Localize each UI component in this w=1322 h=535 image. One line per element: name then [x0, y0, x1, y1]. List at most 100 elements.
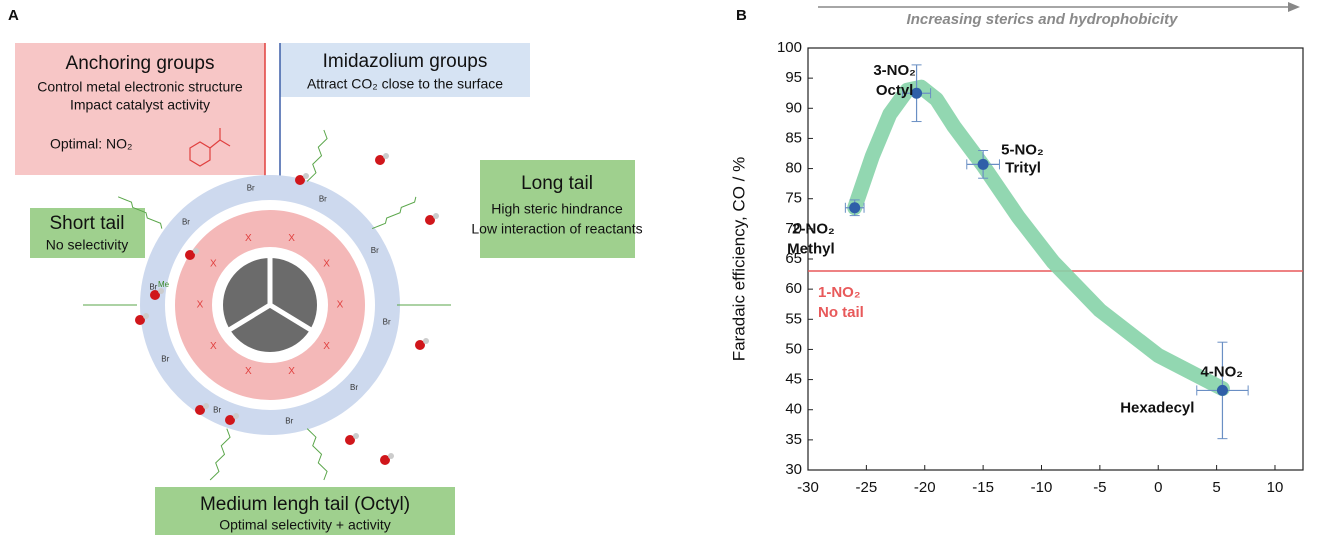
counterion-label: Br — [213, 406, 221, 415]
alkyl-tail — [371, 196, 417, 230]
water-molecule — [415, 340, 425, 350]
anchor-label: X — [197, 300, 204, 311]
anchor-label: X — [245, 366, 252, 377]
y-tick-label: 40 — [785, 401, 802, 418]
nanoparticle-diagram — [140, 175, 400, 435]
box-text: Impact catalyst activity — [70, 97, 210, 113]
water-h — [193, 248, 199, 254]
water-molecule — [380, 455, 390, 465]
water-h — [143, 313, 149, 319]
water-h — [383, 153, 389, 159]
point-label: 2-NO₂ — [792, 221, 835, 238]
water-h — [388, 453, 394, 459]
counterion-label: Br — [383, 318, 391, 327]
counterion-label: Br — [161, 354, 169, 363]
alkyl-tail — [306, 129, 328, 182]
box-text: Optimal: NO₂ — [50, 136, 132, 152]
reference-label: No tail — [818, 304, 864, 321]
alkyl-tail — [117, 196, 163, 229]
y-tick-label: 90 — [785, 99, 802, 116]
y-tick-label: 60 — [785, 280, 802, 297]
water-h — [433, 213, 439, 219]
data-point — [977, 158, 989, 170]
short-tail-box — [30, 208, 145, 258]
x-tick-label: -10 — [1031, 479, 1053, 496]
y-tick-label: 65 — [785, 250, 802, 267]
point-label: 4-NO₂ — [1200, 363, 1243, 380]
water-molecule — [150, 290, 160, 300]
x-tick-label: -5 — [1093, 479, 1106, 496]
y-tick-label: 75 — [785, 190, 802, 207]
box-title: Anchoring groups — [66, 53, 215, 74]
counterion-label: Br — [182, 217, 190, 226]
counterion-label: Br — [319, 195, 327, 204]
point-label: 5-NO₂ — [1001, 141, 1044, 158]
water-h — [353, 433, 359, 439]
x-tick-label: -25 — [856, 479, 878, 496]
medium-tail-box — [155, 487, 455, 535]
x-tick-label: -20 — [914, 479, 936, 496]
anchor-label: X — [245, 233, 252, 244]
box-title: Short tail — [50, 213, 125, 234]
box-text: Attract CO₂ close to the surface — [307, 76, 503, 92]
box-title: Medium lengh tail (Octyl) — [200, 494, 410, 515]
box-text: High steric hindrance — [491, 201, 623, 217]
box-text: Control metal electronic structure — [37, 79, 243, 95]
water-h — [303, 173, 309, 179]
data-point — [911, 87, 923, 99]
alkyl-tail — [306, 428, 328, 481]
water-h — [203, 403, 209, 409]
y-tick-label: 100 — [777, 39, 802, 56]
anchor-label: X — [210, 258, 217, 269]
water-molecule — [135, 315, 145, 325]
water-molecule — [195, 405, 205, 415]
x-tick-label: -30 — [797, 479, 819, 496]
y-tick-label: 35 — [785, 431, 802, 448]
long-tail-box — [480, 160, 635, 258]
point-label: Octyl — [876, 82, 914, 99]
counterion-label: Br — [285, 417, 293, 426]
box-text: No selectivity — [46, 237, 128, 253]
water-molecule — [225, 415, 235, 425]
anchor-label: X — [323, 341, 330, 352]
box-text: Low interaction of reactants — [471, 221, 642, 237]
counterion-label: Br — [371, 246, 379, 255]
x-tick-label: 10 — [1267, 479, 1284, 496]
anchor-label: X — [337, 300, 344, 311]
point-label: Hexadecyl — [1120, 399, 1194, 416]
y-tick-label: 95 — [785, 69, 802, 86]
panel-a: A Anchoring groups Control metal electro… — [8, 7, 643, 535]
trend-curve — [847, 79, 1230, 397]
water-molecule — [425, 215, 435, 225]
counterion-label: Br — [247, 184, 255, 193]
data-point — [849, 202, 861, 214]
anchor-label: X — [288, 233, 295, 244]
point-label: Methyl — [787, 241, 835, 258]
y-tick-label: 30 — [785, 461, 802, 478]
point-label: Trityl — [1005, 159, 1041, 176]
y-tick-label: 80 — [785, 160, 802, 177]
anchor-label: X — [323, 258, 330, 269]
imidazolium-box — [280, 43, 530, 97]
data-point — [1216, 384, 1228, 396]
reference-label: 1-NO₂ — [818, 284, 861, 301]
counterion-label: Br — [350, 383, 358, 392]
anchoring-box — [15, 43, 265, 175]
water-h — [423, 338, 429, 344]
panel-label: A — [8, 7, 19, 24]
panel-label: B — [736, 7, 747, 24]
water-molecule — [185, 250, 195, 260]
counterion-label: Br — [149, 282, 157, 291]
y-tick-label: 55 — [785, 310, 802, 327]
x-tick-label: 0 — [1154, 479, 1162, 496]
y-tick-label: 70 — [785, 220, 802, 237]
box-title: Long tail — [521, 173, 593, 194]
methyl-label: Me — [158, 280, 170, 289]
water-h — [158, 288, 164, 294]
water-molecule — [345, 435, 355, 445]
water-molecule — [295, 175, 305, 185]
box-text: Optimal selectivity + activity — [219, 517, 391, 533]
water-molecule — [375, 155, 385, 165]
